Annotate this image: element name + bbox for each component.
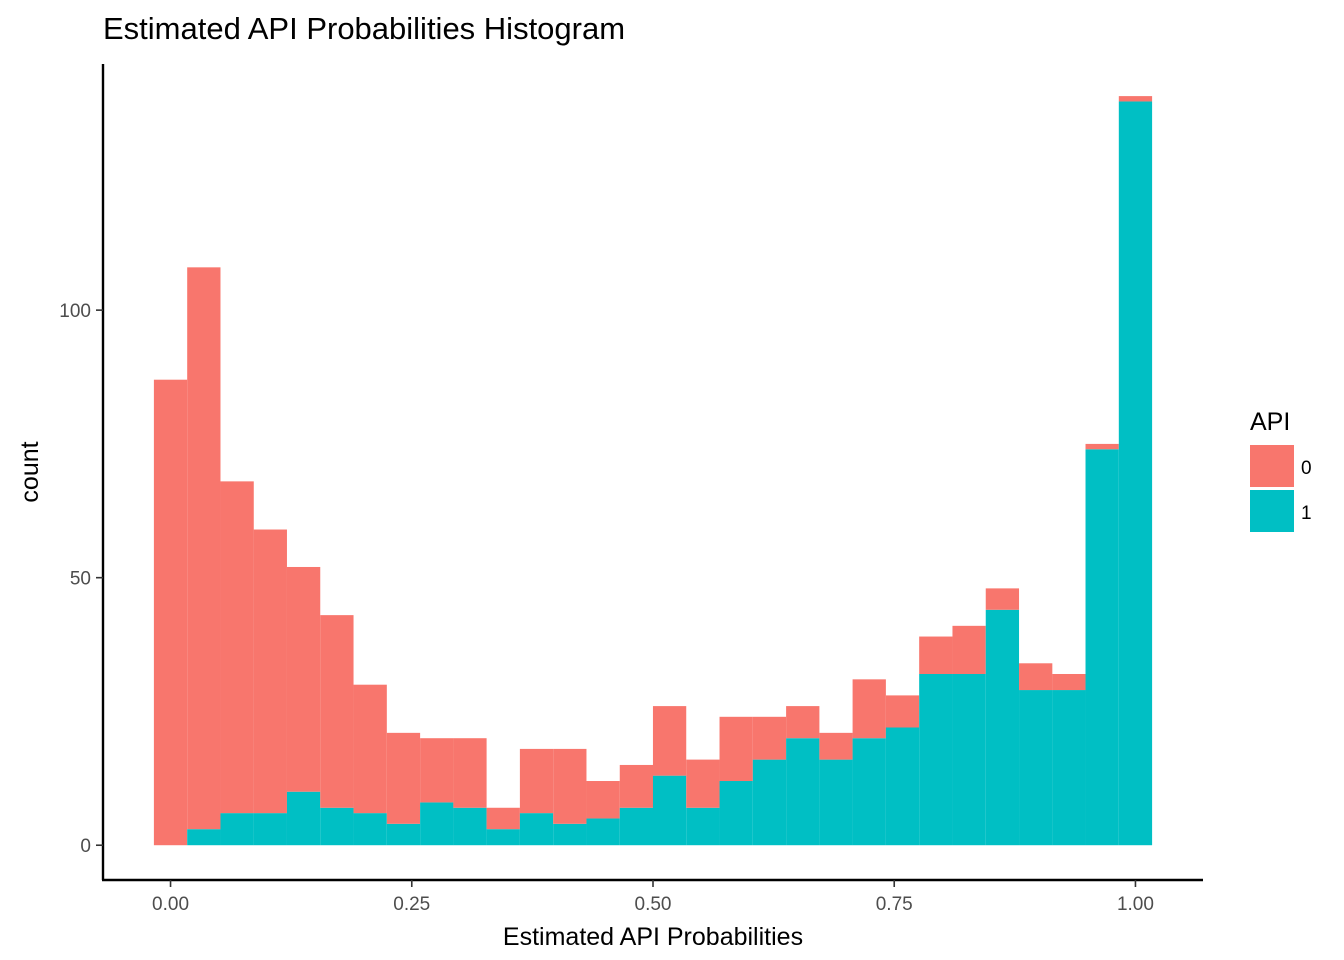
- bar-api-1-bin-25: [985, 609, 1020, 846]
- bar-api-0-bin-28: [1085, 443, 1119, 450]
- bar-api-0-bin-12: [553, 748, 587, 824]
- bar-api-0-bin-5: [320, 615, 354, 808]
- bar-api-0-bin-3: [253, 529, 287, 814]
- bar-api-0-bin-23: [919, 636, 953, 674]
- bar-api-1-bin-18: [752, 759, 787, 846]
- bar-api-0-bin-20: [819, 732, 853, 760]
- bar-api-1-bin-10: [486, 829, 520, 846]
- bar-api-1-bin-2: [220, 813, 254, 846]
- bar-api-1-bin-6: [353, 813, 387, 846]
- bar-api-0-bin-4: [286, 566, 321, 792]
- bar-api-1-bin-28: [1085, 449, 1119, 846]
- legend-swatch-1: [1250, 490, 1294, 532]
- bar-api-1-bin-23: [919, 673, 953, 846]
- x-tick-label-2: 0.50: [635, 894, 672, 915]
- bar-api-1-bin-16: [686, 807, 720, 846]
- bar-api-1-bin-22: [885, 727, 920, 846]
- bar-api-0-bin-25: [985, 588, 1020, 610]
- bar-api-1-bin-8: [420, 802, 454, 846]
- bar-api-1-bin-11: [519, 813, 554, 846]
- bar-api-1-bin-13: [586, 818, 620, 846]
- legend-swatch-0: [1250, 445, 1294, 487]
- bar-api-1-bin-7: [386, 823, 421, 846]
- y-tick-label-0: 0: [80, 836, 91, 857]
- x-axis-ticks: 0.00 0.25 0.50 0.75 1.00: [152, 880, 1154, 915]
- x-tick-label-3: 0.75: [876, 894, 913, 915]
- bar-api-1-bin-12: [553, 823, 587, 846]
- bar-api-1-bin-1: [187, 829, 221, 846]
- bar-api-0-bin-7: [386, 732, 421, 824]
- bars-layer: [153, 96, 1153, 846]
- bar-api-1-bin-5: [320, 807, 354, 846]
- y-tick-label-1: 50: [70, 569, 91, 590]
- bar-api-0-bin-0: [153, 379, 188, 846]
- legend: API 0 1: [1250, 408, 1312, 532]
- legend-label-0: 0: [1301, 458, 1312, 479]
- bar-api-1-bin-19: [786, 738, 820, 846]
- bar-api-1-bin-26: [1019, 690, 1053, 846]
- bar-api-0-bin-2: [220, 481, 254, 814]
- bar-api-1-bin-9: [453, 807, 487, 846]
- bar-api-0-bin-22: [885, 695, 920, 728]
- bar-api-0-bin-17: [719, 716, 753, 782]
- x-tick-label-4: 1.00: [1117, 894, 1154, 915]
- legend-title: API: [1250, 408, 1290, 436]
- bar-api-1-bin-15: [652, 775, 687, 846]
- chart-title: Estimated API Probabilities Histogram: [103, 11, 625, 46]
- bar-api-1-bin-27: [1052, 690, 1086, 846]
- y-axis-ticks: 0 50 100: [59, 301, 103, 857]
- bar-api-0-bin-19: [786, 706, 820, 739]
- bar-api-1-bin-20: [819, 759, 853, 846]
- bar-api-1-bin-21: [852, 738, 886, 846]
- x-tick-label-1: 0.25: [393, 894, 430, 915]
- bar-api-0-bin-9: [453, 738, 487, 808]
- bar-api-0-bin-24: [952, 625, 986, 674]
- bar-api-1-bin-29: [1118, 101, 1153, 846]
- bar-api-0-bin-15: [652, 706, 687, 776]
- bar-api-0-bin-14: [619, 764, 654, 808]
- bar-api-0-bin-18: [752, 716, 787, 760]
- bar-api-0-bin-21: [852, 679, 886, 739]
- x-axis-title: Estimated API Probabilities: [503, 923, 803, 951]
- bar-api-0-bin-13: [586, 781, 620, 819]
- bar-api-1-bin-4: [286, 791, 321, 846]
- bar-api-1-bin-24: [952, 673, 986, 846]
- bar-api-1-bin-3: [253, 813, 287, 846]
- bar-api-0-bin-6: [353, 684, 387, 814]
- bar-api-0-bin-29: [1118, 96, 1153, 102]
- y-tick-label-2: 100: [59, 301, 91, 322]
- bar-api-0-bin-8: [420, 738, 454, 803]
- legend-label-1: 1: [1301, 503, 1312, 524]
- bar-api-1-bin-17: [719, 781, 753, 846]
- x-tick-label-0: 0.00: [152, 894, 189, 915]
- bar-api-0-bin-26: [1019, 663, 1053, 691]
- bar-api-0-bin-27: [1052, 673, 1086, 691]
- y-axis-title: count: [16, 441, 44, 502]
- bar-api-0-bin-10: [486, 807, 520, 830]
- bar-api-0-bin-11: [519, 748, 554, 814]
- bar-api-0-bin-16: [686, 759, 720, 808]
- bar-api-1-bin-14: [619, 807, 654, 846]
- bar-api-0-bin-1: [187, 267, 221, 830]
